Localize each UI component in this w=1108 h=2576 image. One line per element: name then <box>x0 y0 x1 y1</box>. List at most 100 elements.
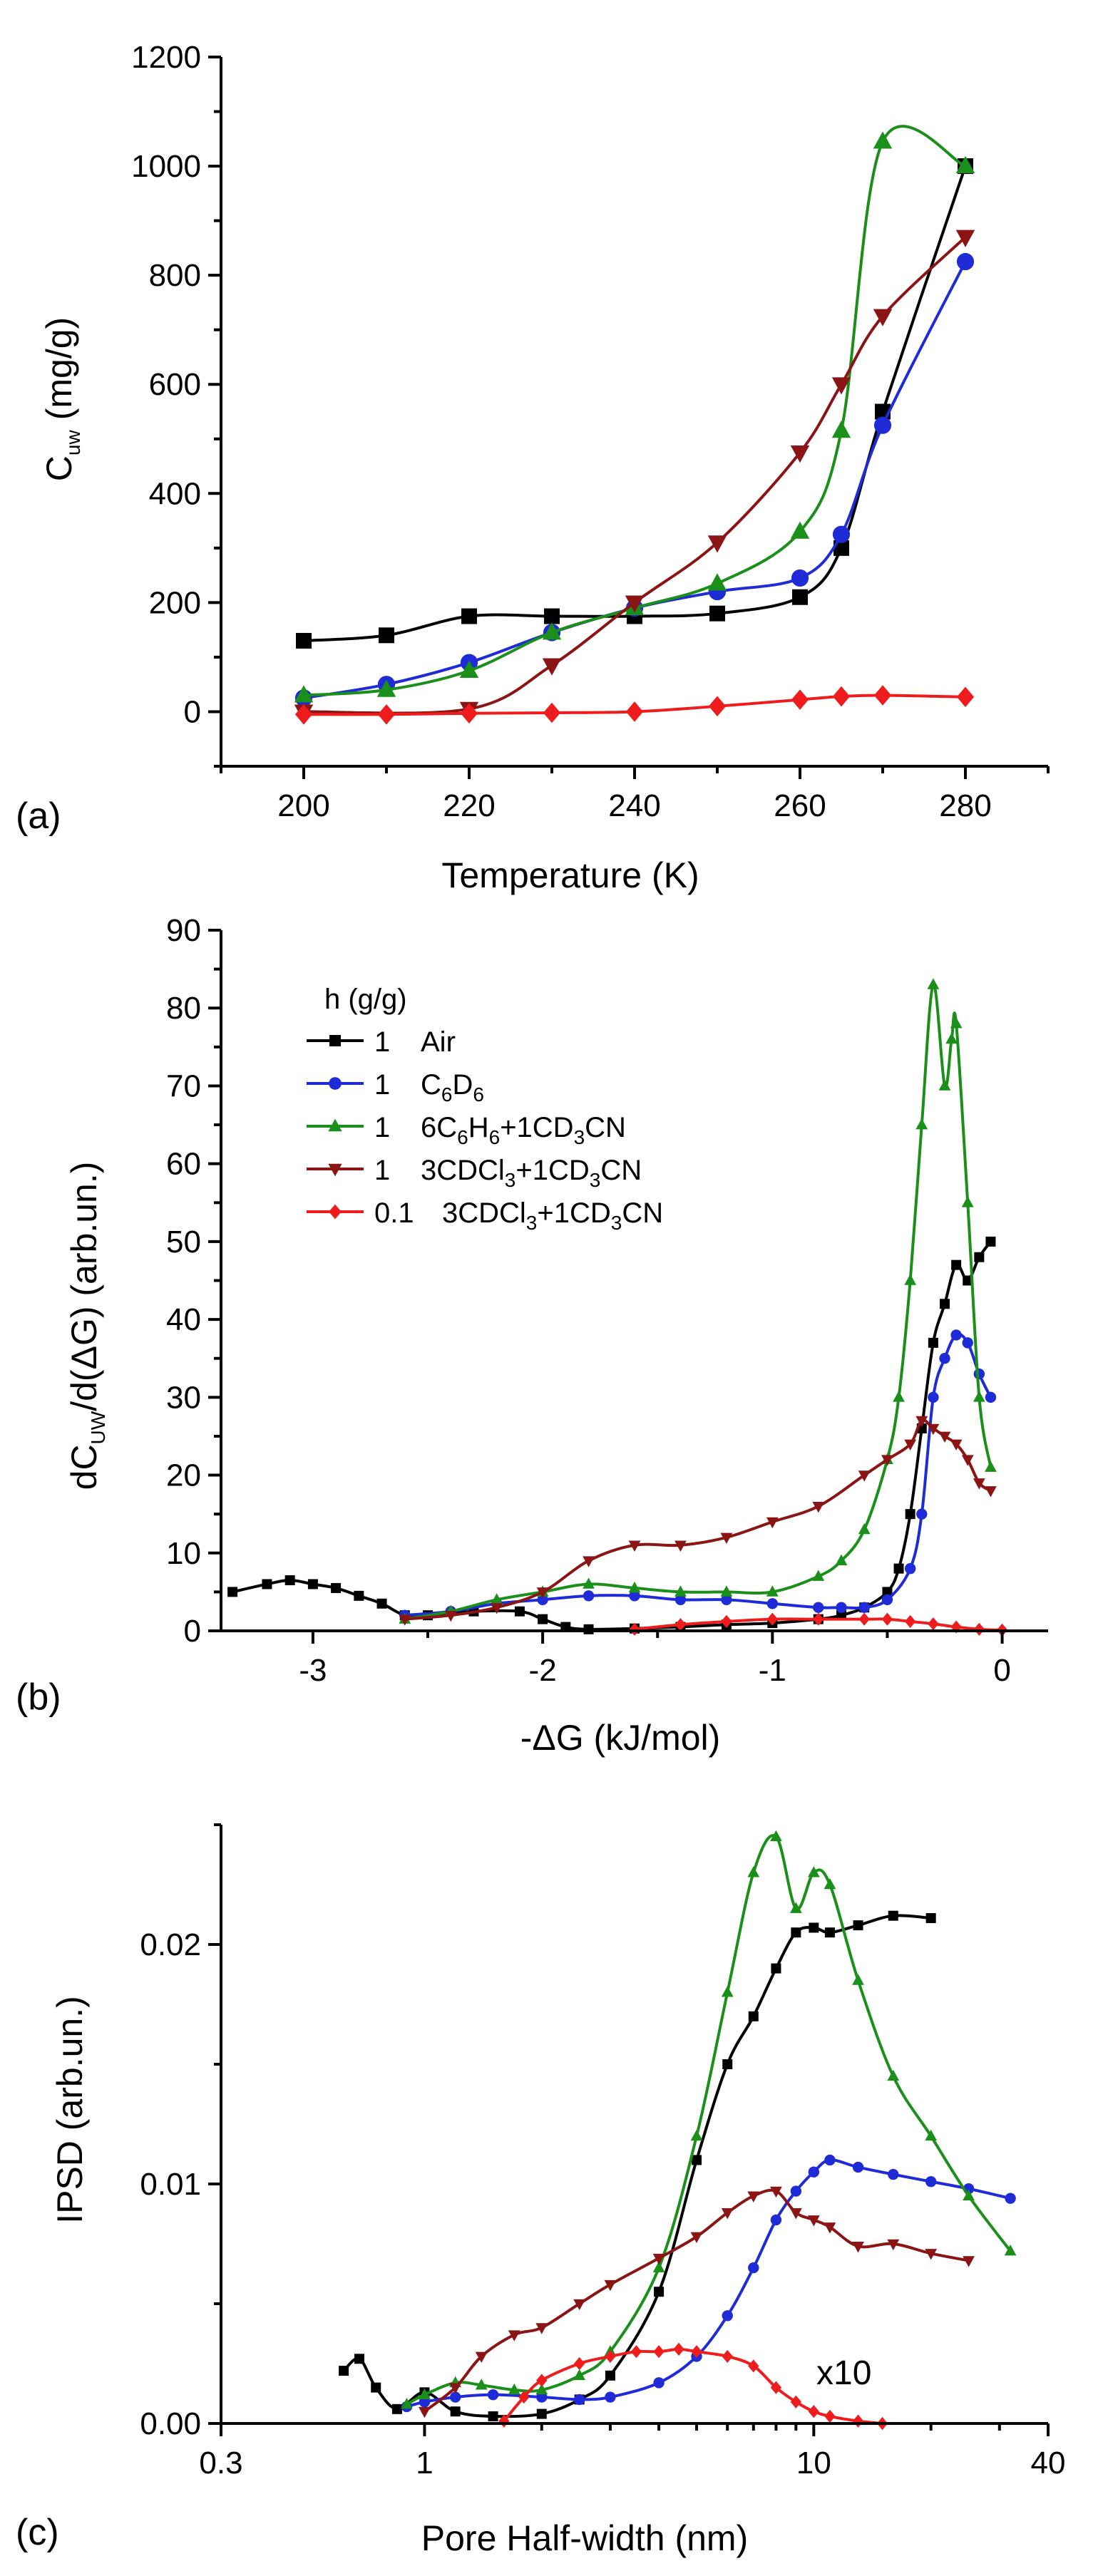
legend-marker <box>329 1035 341 1046</box>
data-point-c6d6 <box>858 1602 870 1613</box>
data-point-air <box>514 1606 525 1617</box>
data-point-air <box>488 2411 498 2421</box>
data-point-benzene_mix <box>915 1118 928 1130</box>
x-tick-label: 240 <box>608 788 660 823</box>
y-tick-label: 30 <box>166 1380 201 1415</box>
data-point-chloroform_mix_low <box>722 2349 733 2364</box>
data-point-air <box>692 2155 702 2165</box>
data-point-air <box>905 1509 915 1520</box>
x-tick-label: 0 <box>993 1653 1010 1688</box>
data-point-air <box>824 1927 835 1938</box>
series-line-chloroform_mix <box>424 2188 969 2413</box>
series-chloroform_mix_low <box>629 1612 1008 1637</box>
data-point-c6d6 <box>487 2389 499 2401</box>
legend-h-chloroform-mix: 1 <box>374 1155 390 1186</box>
panel-a-y-axis-sub: uw <box>62 430 84 456</box>
legend-cm-part-4: CN <box>600 1155 642 1186</box>
data-point-chloroform_mix <box>770 2186 782 2198</box>
series-line-benzene_mix <box>404 983 992 1621</box>
data-point-chloroform_mix <box>789 2208 802 2220</box>
legend-marker <box>328 1163 342 1177</box>
data-point-benzene_mix <box>789 1902 802 1913</box>
data-point-benzene_mix <box>508 2383 520 2395</box>
x-tick-label: -3 <box>299 1653 327 1688</box>
data-point-benzene_mix <box>887 2069 900 2081</box>
y-tick-label: 0.02 <box>140 1927 201 1962</box>
series-chloroform_mix_low <box>294 685 975 725</box>
series-c6d6 <box>399 1329 997 1621</box>
data-point-benzene_mix <box>893 1391 905 1402</box>
data-point-chloroform_mix <box>985 1486 997 1498</box>
data-point-c6d6 <box>873 416 892 434</box>
data-point-chloroform_mix <box>873 309 893 326</box>
legend-cml-part-4: CN <box>622 1197 663 1229</box>
data-point-chloroform_mix <box>628 1540 641 1552</box>
y-tick-label: 80 <box>166 991 201 1026</box>
data-point-chloroform_mix <box>938 1431 951 1443</box>
panel-a-x-axis-title: Temperature (K) <box>441 855 699 895</box>
series-benzene_mix <box>399 978 997 1624</box>
y-tick-label: 600 <box>149 367 201 402</box>
data-point-chloroform_mix <box>674 1540 687 1552</box>
y-tick-label: 800 <box>149 258 201 293</box>
data-point-c6d6 <box>808 2166 820 2178</box>
panel-a-y-axis-title: Cuw (mg/g) <box>39 317 84 481</box>
data-point-benzene_mix <box>835 1554 848 1565</box>
data-point-chloroform_mix <box>887 2239 900 2251</box>
series-chloroform_mix <box>419 2186 975 2418</box>
data-point-chloroform_mix <box>807 2215 820 2227</box>
legend-label-chloroform-mix-low: 3CDCl3+1CD3CN <box>442 1197 663 1234</box>
y-tick-label: 0.01 <box>140 2167 201 2202</box>
legend-bm-part-6: CN <box>585 1112 626 1143</box>
data-point-benzene_mix <box>294 685 314 703</box>
data-point-chloroform_mix_low <box>748 2359 759 2373</box>
data-point-chloroform_mix <box>858 1470 871 1482</box>
data-point-chloroform_mix_low <box>873 685 892 706</box>
data-point-air <box>722 2059 733 2069</box>
data-point-benzene_mix <box>535 2383 548 2395</box>
y-tick-label: 0.00 <box>140 2406 201 2441</box>
y-tick-label: 40 <box>166 1302 201 1337</box>
data-point-chloroform_mix_low <box>881 1612 893 1626</box>
data-point-chloroform_mix_low <box>832 686 851 707</box>
legend-h-benzene-mix: 1 <box>374 1112 390 1143</box>
panel-b: -3 -2 -1 0 0 10 20 30 40 50 60 70 80 90 (b) -ΔG (kJ/m… <box>16 913 1048 1758</box>
legend-bm-part-0: 6C <box>421 1112 457 1143</box>
data-point-chloroform_mix <box>721 2208 734 2220</box>
data-point-air <box>654 2287 665 2297</box>
data-point-c6d6 <box>832 525 851 543</box>
data-point-air <box>853 1920 863 1931</box>
data-point-benzene_mix <box>950 1016 963 1029</box>
series-line-c6d6 <box>303 261 967 700</box>
data-point-chloroform_mix_low <box>605 2349 616 2364</box>
data-point-c6d6 <box>836 1602 847 1613</box>
data-point-air <box>371 2382 381 2393</box>
legend-bm-part-5: 3 <box>574 1126 585 1148</box>
legend-c6d6-part-1: 6 <box>441 1083 453 1106</box>
data-point-air <box>544 608 560 624</box>
data-point-chloroform_mix <box>625 595 645 613</box>
data-point-c6d6 <box>852 2161 864 2173</box>
data-point-c6d6 <box>881 1594 893 1606</box>
data-point-chloroform_mix_low <box>721 1614 732 1628</box>
panel-a-y-axis-tail: (mg/g) <box>39 317 79 420</box>
legend-cml-part-1: 3 <box>526 1212 538 1234</box>
panel-b-legend: h (g/g) 1 Air 1 C6D6 1 6C6H6+1CD3CN 1 3C… <box>307 984 663 1234</box>
legend-bm-part-2: H <box>468 1112 489 1143</box>
panel-a-y-axis-main: C <box>39 455 79 481</box>
x-tick-label: 10 <box>796 2446 831 2480</box>
data-point-benzene_mix <box>459 660 479 678</box>
data-point-c6d6 <box>973 1368 985 1380</box>
legend-marker <box>329 1077 342 1090</box>
data-point-benzene_mix <box>812 1570 825 1581</box>
data-point-c6d6 <box>790 2185 802 2197</box>
data-point-chloroform_mix <box>831 377 851 395</box>
data-point-chloroform_mix <box>955 230 975 247</box>
data-point-chloroform_mix <box>963 2256 975 2267</box>
legend-c6d6-part-2: D <box>452 1069 473 1101</box>
data-point-chloroform_mix <box>790 445 810 463</box>
data-point-chloroform_mix <box>535 2323 548 2334</box>
data-point-c6d6 <box>722 2310 733 2322</box>
y-tick-label: 60 <box>166 1147 201 1182</box>
series-chloroform_mix <box>294 230 975 722</box>
